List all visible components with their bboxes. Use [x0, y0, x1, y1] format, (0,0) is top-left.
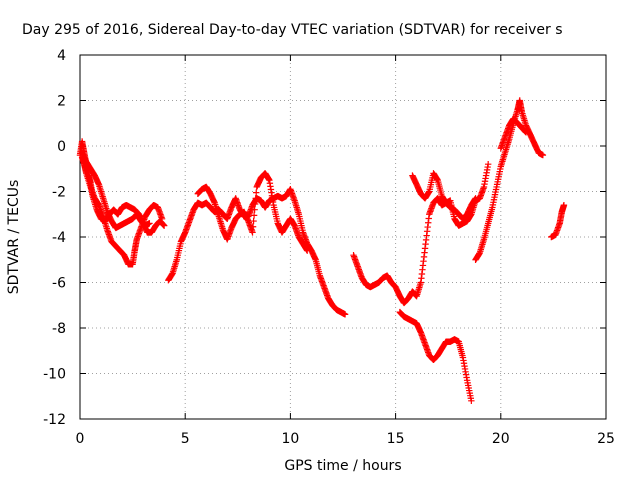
series-track-k: [548, 201, 568, 241]
x-axis-label: GPS time / hours: [284, 458, 401, 474]
y-axis-label: SDTVAR / TECUs: [6, 180, 22, 295]
data-point: [249, 223, 257, 230]
series-track-j: [497, 115, 530, 152]
data-point: [250, 212, 258, 219]
data-point: [484, 161, 492, 168]
series-track-g: [409, 170, 479, 222]
y-tick-label: -10: [43, 367, 66, 383]
series-track-c: [78, 149, 153, 232]
grid: [80, 55, 606, 419]
series-track-e: [194, 170, 311, 254]
data-point: [253, 189, 260, 196]
data-point: [160, 222, 168, 229]
tick-labels: 0 5 10 15 20 25 -12 -10 -8 -6 -4 -2 0 2 4: [43, 48, 615, 447]
y-tick-label: -6: [52, 276, 66, 292]
data-point: [252, 195, 259, 202]
y-tick-label: -4: [52, 230, 66, 246]
data-point: [251, 206, 258, 213]
x-tick-label: 25: [597, 431, 615, 447]
y-tick-label: -8: [52, 321, 66, 337]
y-tick-label: 4: [57, 48, 66, 64]
data-point: [250, 217, 257, 225]
data-point: [304, 247, 311, 254]
series-track-d: [165, 186, 349, 318]
data-point: [249, 229, 256, 236]
x-tick-label: 10: [281, 431, 299, 447]
axis-ticks: [79, 54, 607, 420]
y-tick-label: 0: [57, 139, 66, 155]
data-point: [539, 151, 547, 159]
data-points: [76, 97, 568, 404]
data-point: [472, 195, 479, 202]
data-point: [468, 397, 475, 404]
x-tick-label: 15: [387, 431, 405, 447]
series-track-f: [350, 161, 492, 307]
y-tick-label: -2: [52, 185, 66, 201]
data-point: [251, 200, 259, 208]
series-track-h: [396, 308, 475, 404]
chart-title: Day 295 of 2016, Sidereal Day-to-day VTE…: [22, 22, 563, 38]
x-tick-label: 20: [492, 431, 510, 447]
x-tick-label: 5: [181, 431, 190, 447]
y-tick-label: -12: [43, 412, 66, 428]
data-point: [522, 129, 530, 136]
data-point: [341, 311, 349, 318]
y-tick-label: 2: [57, 94, 66, 110]
data-point: [560, 201, 568, 209]
data-point: [146, 220, 153, 227]
x-tick-label: 0: [76, 431, 85, 447]
plot-frame: [79, 54, 607, 420]
data-point: [158, 215, 166, 222]
